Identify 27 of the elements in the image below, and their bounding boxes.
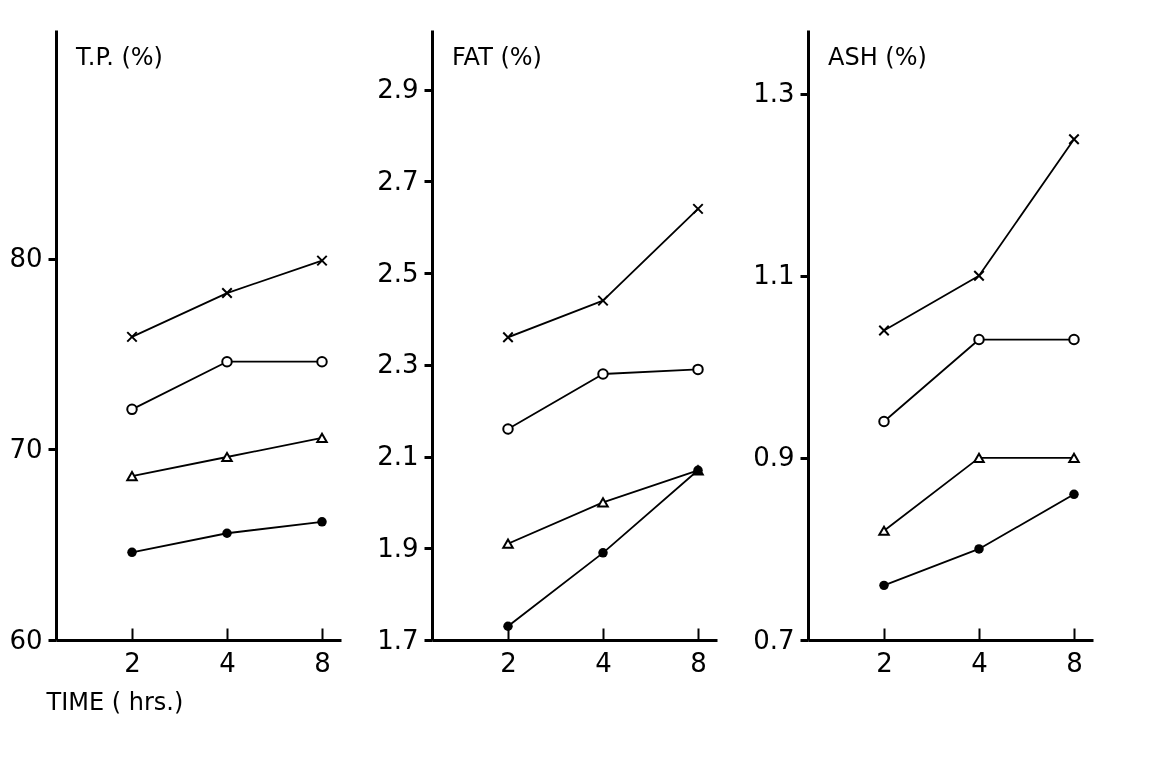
y-tick-label: 80 bbox=[9, 243, 43, 274]
y-tick-label: 0.9 bbox=[753, 442, 795, 473]
x-tick-label: 8 bbox=[690, 647, 707, 678]
x-tick-label: 4 bbox=[595, 647, 612, 678]
y-tick-label: 0.7 bbox=[753, 624, 795, 655]
x-tick-label: 2 bbox=[124, 647, 141, 678]
y-tick-label: 2.5 bbox=[377, 257, 419, 288]
x-tick-label: 8 bbox=[314, 647, 331, 678]
y-tick-label: 2.3 bbox=[377, 349, 419, 380]
text: ASH (%) bbox=[828, 43, 927, 71]
y-tick-label: 60 bbox=[9, 624, 43, 655]
y-tick-label: 70 bbox=[9, 433, 43, 464]
text: T.P. (%) bbox=[75, 43, 163, 71]
y-tick-label: 1.1 bbox=[753, 260, 795, 291]
x-tick-label: 8 bbox=[1066, 647, 1083, 678]
x-tick-label: 4 bbox=[971, 647, 988, 678]
y-tick-label: 1.9 bbox=[377, 532, 419, 563]
x-axis-title: TIME ( hrs.) bbox=[45, 687, 184, 716]
x-tick-label: 2 bbox=[876, 647, 893, 678]
y-tick-label: 2.7 bbox=[377, 165, 419, 196]
x-tick-label: 4 bbox=[219, 647, 236, 678]
y-tick-label: 2.1 bbox=[377, 441, 419, 472]
y-tick-label: 2.9 bbox=[377, 74, 419, 105]
x-tick-label: 2 bbox=[500, 647, 517, 678]
y-tick-label: 1.7 bbox=[377, 624, 419, 655]
text: FAT (%) bbox=[452, 43, 542, 71]
y-tick-label: 1.3 bbox=[753, 78, 795, 109]
